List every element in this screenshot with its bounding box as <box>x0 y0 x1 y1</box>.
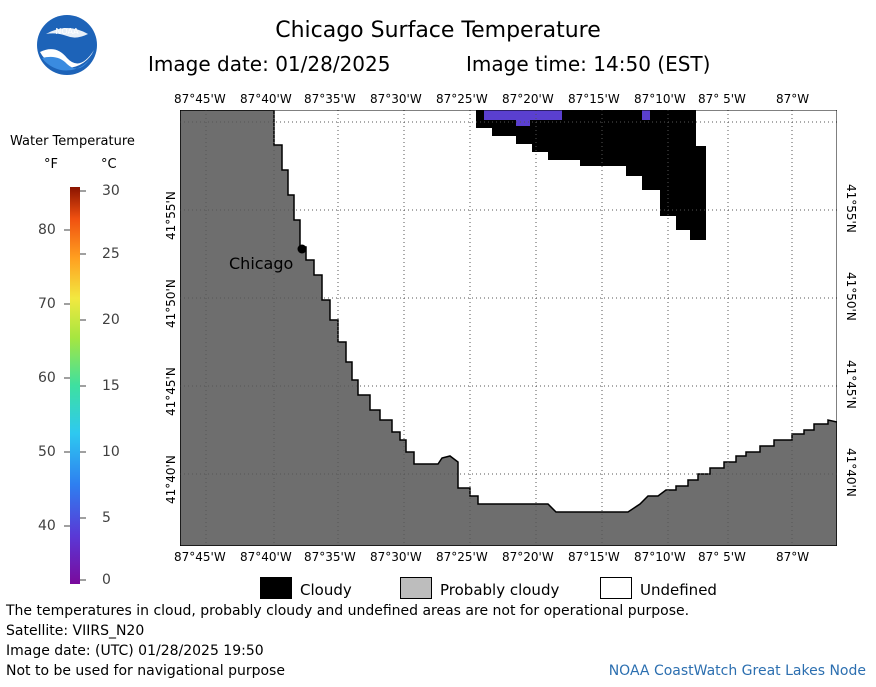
c-tick-label: 20 <box>102 312 120 328</box>
graticule <box>180 110 837 546</box>
lon-label: 87°45'W <box>174 92 226 106</box>
color-scale-bar <box>64 187 86 584</box>
lat-label: 41°45'N <box>164 367 178 416</box>
temperature-map[interactable] <box>180 110 837 546</box>
lon-label: 87°30'W <box>370 550 422 564</box>
lon-label: 87°20'W <box>502 92 554 106</box>
lon-label: 87°35'W <box>304 92 356 106</box>
cloudy-swatch <box>260 577 292 599</box>
lon-label: 87° 5'W <box>698 550 746 564</box>
c-tick-label: 25 <box>102 246 120 262</box>
f-tick-label: 50 <box>38 444 56 460</box>
c-tick-label: 10 <box>102 444 120 460</box>
lon-label: 87°10'W <box>634 550 686 564</box>
lat-label: 41°50'N <box>164 279 178 328</box>
unit-celsius: °C <box>101 157 117 172</box>
f-tick-label: 60 <box>38 370 56 386</box>
lon-label: 87°40'W <box>240 92 292 106</box>
undefined-label: Undefined <box>640 581 717 599</box>
probably-cloudy-label: Probably cloudy <box>440 581 560 599</box>
water-temp-pixel <box>642 110 650 120</box>
lon-label: 87°15'W <box>568 550 620 564</box>
image-date: Image date: 01/28/2025 <box>148 52 391 76</box>
lon-label: 87°25'W <box>436 550 488 564</box>
lat-label: 41°40'N <box>844 448 858 497</box>
water-temp-pixel <box>484 110 562 120</box>
f-tick-label: 70 <box>38 296 56 312</box>
satellite-info: Satellite: VIIRS_N20 <box>6 623 145 639</box>
lon-label: 87°45'W <box>174 550 226 564</box>
utc-date: Image date: (UTC) 01/28/2025 19:50 <box>6 643 264 659</box>
cloud-area <box>476 110 706 240</box>
c-tick-label: 0 <box>102 572 111 588</box>
lat-label: 41°55'N <box>164 191 178 240</box>
lon-label: 87°10'W <box>634 92 686 106</box>
footer-note: The temperatures in cloud, probably clou… <box>6 603 690 619</box>
lat-label: 41°55'N <box>844 184 858 233</box>
legend-title: Water Temperature <box>10 134 135 149</box>
lon-label: 87°40'W <box>240 550 292 564</box>
lon-label: 87°25'W <box>436 92 488 106</box>
f-tick-label: 40 <box>38 518 56 534</box>
unit-fahrenheit: °F <box>44 157 58 172</box>
c-tick-label: 5 <box>102 510 111 526</box>
lat-label: 41°45'N <box>844 360 858 409</box>
noaa-logo-icon: NOAA <box>37 15 97 75</box>
water-temp-pixel <box>516 120 530 126</box>
city-label: Chicago <box>229 254 294 273</box>
f-tick-label: 80 <box>38 222 56 238</box>
c-tick-label: 15 <box>102 378 120 394</box>
page-title: Chicago Surface Temperature <box>275 18 601 43</box>
city-marker-icon <box>297 244 307 254</box>
lon-label: 87°W <box>776 550 810 564</box>
lon-label: 87°20'W <box>502 550 554 564</box>
credit-link[interactable]: NOAA CoastWatch Great Lakes Node <box>608 663 866 679</box>
c-tick-label: 30 <box>102 183 120 199</box>
lon-label: 87°W <box>776 92 810 106</box>
lon-label: 87°15'W <box>568 92 620 106</box>
lat-label: 41°40'N <box>164 455 178 504</box>
cloudy-label: Cloudy <box>300 581 352 599</box>
lon-label: 87°35'W <box>304 550 356 564</box>
lat-label: 41°50'N <box>844 272 858 321</box>
lon-label: 87°30'W <box>370 92 422 106</box>
probably-cloudy-swatch <box>400 577 432 599</box>
image-time: Image time: 14:50 (EST) <box>466 52 711 76</box>
land-area <box>180 110 837 546</box>
lon-label: 87° 5'W <box>698 92 746 106</box>
logo-text: NOAA <box>55 27 79 36</box>
nav-warning: Not to be used for navigational purpose <box>6 663 285 679</box>
undefined-swatch <box>600 577 632 599</box>
